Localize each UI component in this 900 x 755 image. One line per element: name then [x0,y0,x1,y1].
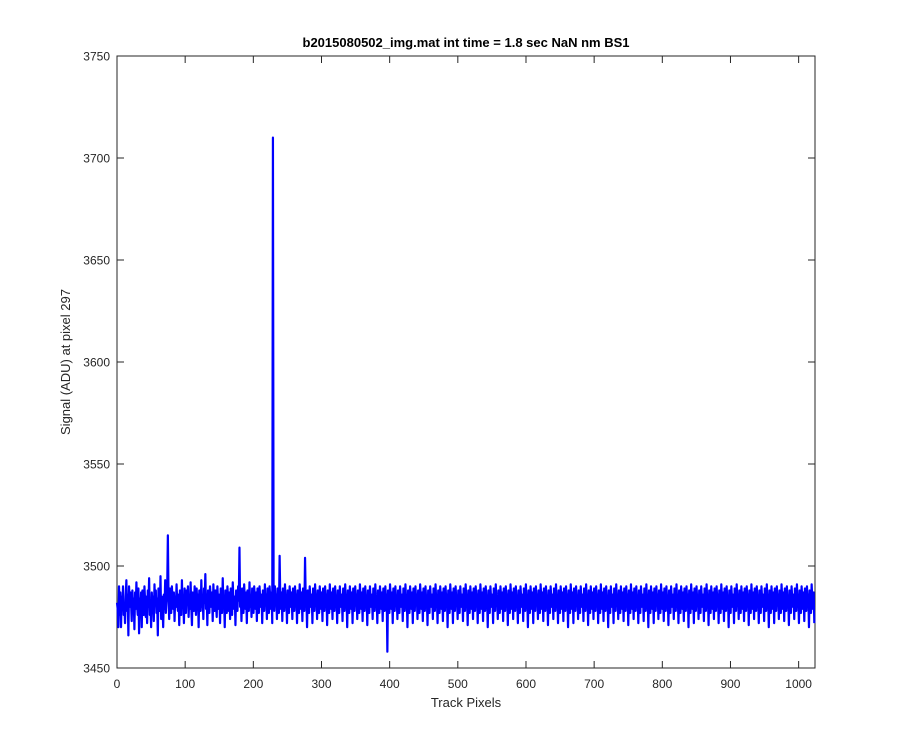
x-tick-label: 400 [380,677,400,691]
x-tick-label: 800 [652,677,672,691]
x-tick-label: 300 [311,677,331,691]
x-tick-label: 0 [114,677,121,691]
chart-title: b2015080502_img.mat int time = 1.8 sec N… [303,35,630,50]
y-tick-label: 3750 [83,50,110,64]
y-tick-label: 3700 [83,152,110,166]
series-line [115,136,816,653]
x-tick-label: 900 [720,677,740,691]
x-axis-label: Track Pixels [431,695,502,710]
y-axis-ticks: 3450 3500 3550 3600 3650 3700 3750 [83,50,815,676]
y-axis-label: Signal (ADU) at pixel 297 [58,289,73,435]
y-tick-label: 3650 [83,254,110,268]
y-tick-label: 3600 [83,356,110,370]
y-tick-label: 3550 [83,458,110,472]
plot-area [116,55,816,669]
x-tick-label: 100 [175,677,195,691]
x-tick-label: 600 [516,677,536,691]
y-tick-label: 3450 [83,662,110,676]
x-tick-label: 500 [448,677,468,691]
y-tick-label: 3500 [83,560,110,574]
series-layer [115,136,816,653]
x-tick-label: 700 [584,677,604,691]
x-tick-label: 1000 [785,677,812,691]
x-tick-label: 200 [243,677,263,691]
x-axis-ticks: 0 100 200 300 400 500 600 700 800 900 1000 [114,56,812,691]
